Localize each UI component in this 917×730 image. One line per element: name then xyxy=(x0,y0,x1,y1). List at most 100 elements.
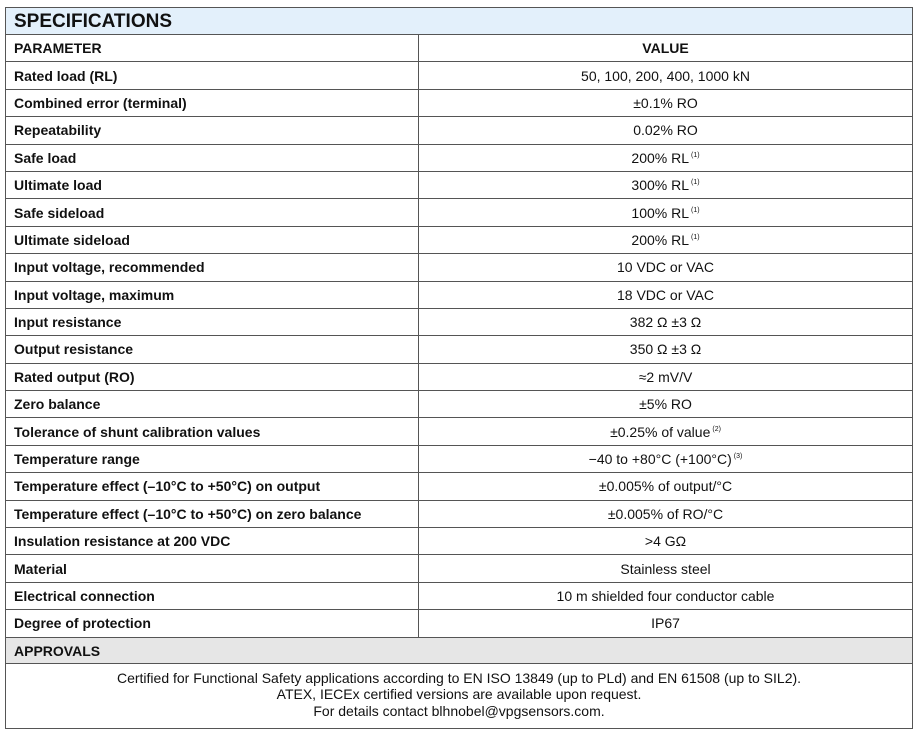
value-cell: ±0.1% RO xyxy=(418,89,912,118)
table-row: Output resistance 350 Ω ±3 Ω xyxy=(6,335,912,364)
parameter-cell: Input voltage, recommended xyxy=(6,253,419,282)
value-text: >4 GΩ xyxy=(644,533,687,550)
value-text: 18 VDC or VAC xyxy=(617,286,714,303)
value-text: ≈2 mV/V xyxy=(638,368,693,385)
value-cell: >4 GΩ xyxy=(418,527,912,556)
value-cell: −40 to +80°C (+100°C) (3) xyxy=(418,445,912,474)
value-cell: 0.02% RO xyxy=(418,116,912,145)
parameter-cell: Electrical connection xyxy=(6,582,419,611)
value-text: Stainless steel xyxy=(620,560,711,577)
value-cell: 100% RL (1) xyxy=(418,198,912,227)
table-row: Temperature range −40 to +80°C (+100°C) (3… xyxy=(6,445,912,474)
value-cell: 350 Ω ±3 Ω xyxy=(418,335,912,364)
parameter-cell: Tolerance of shunt calibration values xyxy=(6,417,419,446)
approvals-body: Certified for Functional Safety applicat… xyxy=(6,664,912,729)
value-cell: 10 VDC or VAC xyxy=(418,253,912,282)
table-row: Repeatability 0.02% RO xyxy=(6,116,912,145)
table-row: Ultimate load 300% RL (1) xyxy=(6,171,912,200)
parameter-cell: Input resistance xyxy=(6,308,419,337)
value-text: 350 Ω ±3 Ω xyxy=(629,341,702,358)
value-cell: 382 Ω ±3 Ω xyxy=(418,308,912,337)
table-row: Combined error (terminal) ±0.1% RO xyxy=(6,89,912,118)
table-row: Rated load (RL) 50, 100, 200, 400, 1000 k… xyxy=(6,61,912,90)
value-text: −40 to +80°C (+100°C) xyxy=(588,451,732,468)
value-text: 0.02% RO xyxy=(633,122,698,139)
value-cell: Stainless steel xyxy=(418,554,912,583)
footnote-ref: (1) xyxy=(691,233,700,241)
value-text: 382 Ω ±3 Ω xyxy=(629,314,702,331)
value-text: ±5% RO xyxy=(639,396,692,413)
value-text: 300% RL xyxy=(631,177,690,194)
table-header-row: PARAMETER VALUE xyxy=(6,35,912,63)
footnote-ref: (3) xyxy=(733,453,743,461)
footnote-ref: (1) xyxy=(691,151,700,159)
approvals-line: For details contact blhnobel@vpgsensors.… xyxy=(313,702,605,719)
value-text: 100% RL xyxy=(631,204,690,221)
parameter-cell: Material xyxy=(6,554,419,583)
value-text: 200% RL xyxy=(631,231,690,248)
value-cell: ±0.005% of RO/°C xyxy=(418,500,912,529)
parameter-cell: Output resistance xyxy=(6,335,419,364)
approvals-line: ATEX, IECEx certified versions are avail… xyxy=(276,686,642,703)
table-row: Input voltage, recommended 10 VDC or VAC xyxy=(6,253,912,282)
value-cell: 10 m shielded four conductor cable xyxy=(418,582,912,611)
table-row: Insulation resistance at 200 VDC >4 GΩ xyxy=(6,527,912,556)
table-row: Material Stainless steel xyxy=(6,554,912,583)
parameter-cell: Combined error (terminal) xyxy=(6,89,419,118)
header-value: VALUE xyxy=(418,35,912,63)
value-text: 10 m shielded four conductor cable xyxy=(556,588,775,604)
parameter-cell: Temperature range xyxy=(6,445,419,474)
parameter-cell: Degree of protection xyxy=(6,609,419,638)
value-cell: 200% RL (1) xyxy=(418,144,912,172)
parameter-cell: Ultimate load xyxy=(6,171,419,200)
approvals-line: Certified for Functional Safety applicat… xyxy=(116,669,802,686)
value-cell: IP67 xyxy=(418,609,912,638)
value-cell: ±0.005% of output/°C xyxy=(418,472,912,501)
value-cell: 300% RL (1) xyxy=(418,171,912,200)
table-row: Input voltage, maximum 18 VDC or VAC xyxy=(6,281,912,309)
value-text: ±0.1% RO xyxy=(633,94,698,111)
footnote-ref: (1) xyxy=(691,179,700,187)
table-row: Input resistance 382 Ω ±3 Ω xyxy=(6,308,912,337)
parameter-cell: Rated load (RL) xyxy=(6,61,419,90)
table-row: Electrical connection 10 m shielded four … xyxy=(6,582,912,611)
value-text: ±0.25% of value xyxy=(610,423,711,440)
value-text: IP67 xyxy=(651,615,680,632)
value-text: 200% RL xyxy=(631,149,690,166)
section-title: SPECIFICATIONS xyxy=(6,8,912,35)
approvals-title: APPROVALS xyxy=(6,637,912,664)
parameter-cell: Temperature effect (–10°C to +50°C) on o… xyxy=(6,472,419,501)
table-row: Safe load 200% RL (1) xyxy=(6,144,912,172)
table-row: Zero balance ±5% RO xyxy=(6,390,912,419)
value-cell: 18 VDC or VAC xyxy=(418,281,912,309)
footnote-ref: (1) xyxy=(691,206,700,214)
footnote-ref: (2) xyxy=(712,425,721,433)
table-row: Temperature effect (–10°C to +50°C) on o… xyxy=(6,472,912,501)
table-row: Ultimate sideload 200% RL (1) xyxy=(6,226,912,255)
value-cell: ≈2 mV/V xyxy=(418,363,912,392)
table-row: Safe sideload 100% RL (1) xyxy=(6,198,912,227)
value-cell: ±5% RO xyxy=(418,390,912,419)
parameter-cell: Repeatability xyxy=(6,116,419,145)
table-row: Degree of protection IP67 xyxy=(6,609,912,638)
parameter-cell: Temperature effect (–10°C to +50°C) on z… xyxy=(6,500,419,529)
value-text: 10 VDC or VAC xyxy=(617,259,714,276)
parameter-cell: Insulation resistance at 200 VDC xyxy=(6,527,419,556)
parameter-cell: Input voltage, maximum xyxy=(6,281,419,309)
parameter-cell: Ultimate sideload xyxy=(6,226,419,255)
specifications-table: SPECIFICATIONS PARAMETER VALUE Rated loa… xyxy=(5,7,913,730)
value-cell: ±0.25% of value (2) xyxy=(418,417,912,446)
parameter-cell: Zero balance xyxy=(6,390,419,419)
table-row: Temperature effect (–10°C to +50°C) on z… xyxy=(6,500,912,529)
parameter-cell: Rated output (RO) xyxy=(6,363,419,392)
value-cell: 200% RL (1) xyxy=(418,226,912,255)
spec-table: PARAMETER VALUE Rated load (RL) 50, 100, … xyxy=(6,35,912,638)
value-text: ±0.005% of RO/°C xyxy=(607,505,724,522)
table-row: Tolerance of shunt calibration values ±0.… xyxy=(6,417,912,446)
header-parameter: PARAMETER xyxy=(6,35,419,63)
value-cell: 50, 100, 200, 400, 1000 kN xyxy=(418,61,912,90)
table-row: Rated output (RO) ≈2 mV/V xyxy=(6,363,912,392)
value-text: 50, 100, 200, 400, 1000 kN xyxy=(581,67,750,84)
value-text: ±0.005% of output/°C xyxy=(598,478,733,495)
parameter-cell: Safe load xyxy=(6,144,419,172)
